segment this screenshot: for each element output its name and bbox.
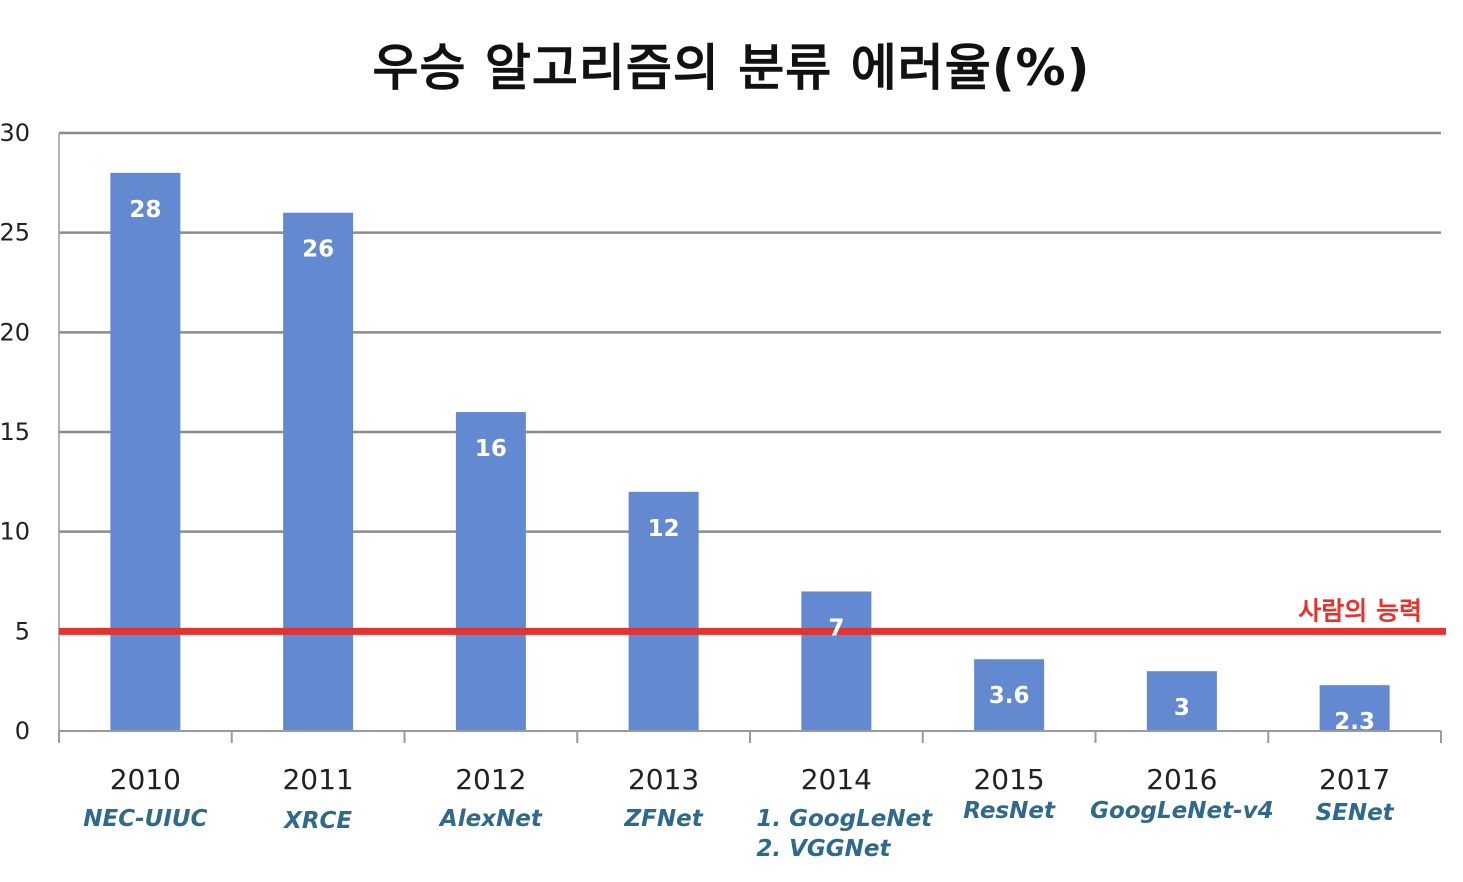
y-tick-label: 0 xyxy=(15,717,30,745)
bar-2014 xyxy=(801,591,872,731)
bars xyxy=(110,172,1390,731)
x-tick-label: 2016 xyxy=(1146,763,1217,796)
algorithm-label: ResNet xyxy=(963,798,1056,824)
algorithm-label: 2. VGGNet xyxy=(756,836,891,862)
bar-2013 xyxy=(628,491,699,731)
bar-2010 xyxy=(110,172,181,731)
algorithm-label: SENet xyxy=(1316,800,1395,826)
bar-2011 xyxy=(283,212,354,731)
chart-title: 우승 알고리즘의 분류 에러율(%) xyxy=(372,39,1091,97)
algorithm-label: ZFNet xyxy=(624,806,704,832)
bar-2017 xyxy=(1319,685,1390,731)
x-tick-label: 2014 xyxy=(801,763,872,796)
x-tick-label: 2017 xyxy=(1319,763,1390,796)
bar-2012 xyxy=(455,412,526,731)
y-tick-label: 15 xyxy=(0,418,30,446)
bar-2016 xyxy=(1146,671,1217,731)
value-label: 3.6 xyxy=(989,683,1030,709)
y-tick-label: 30 xyxy=(0,119,30,147)
algorithm-label: GoogLeNet-v4 xyxy=(1090,798,1274,824)
y-tick-label: 10 xyxy=(0,518,30,546)
algorithm-label: AlexNet xyxy=(438,806,543,832)
reference-line-label: 사람의 능력 xyxy=(1298,596,1422,625)
y-tick-label: 5 xyxy=(15,617,30,645)
value-label: 16 xyxy=(475,436,507,462)
value-label: 26 xyxy=(302,237,334,263)
x-tick-label: 2011 xyxy=(282,763,353,796)
value-label: 28 xyxy=(129,197,161,223)
value-label: 7 xyxy=(828,615,844,641)
y-axis-ticks: 0 5 10 15 20 25 30 xyxy=(0,119,30,745)
y-tick-label: 25 xyxy=(0,219,30,247)
value-label: 12 xyxy=(648,516,680,542)
x-tick-label: 2015 xyxy=(973,763,1044,796)
algorithm-label: XRCE xyxy=(282,808,352,834)
x-axis: 2010 NEC-UIUC 2011 XRCE 2012 AlexNet 2013 ZFNet… xyxy=(58,730,1442,862)
y-tick-label: 20 xyxy=(0,318,30,346)
algorithm-label: NEC-UIUC xyxy=(83,806,207,832)
bar-2015 xyxy=(974,659,1045,731)
value-label: 3 xyxy=(1174,695,1190,721)
gridlines xyxy=(58,131,1441,731)
algorithm-label: 1. GoogLeNet xyxy=(756,806,933,832)
x-tick-label: 2013 xyxy=(628,763,699,796)
reference-line-group: 사람의 능력 xyxy=(59,596,1446,635)
x-tick-label: 2010 xyxy=(110,763,181,796)
x-tick-label: 2012 xyxy=(455,763,526,796)
